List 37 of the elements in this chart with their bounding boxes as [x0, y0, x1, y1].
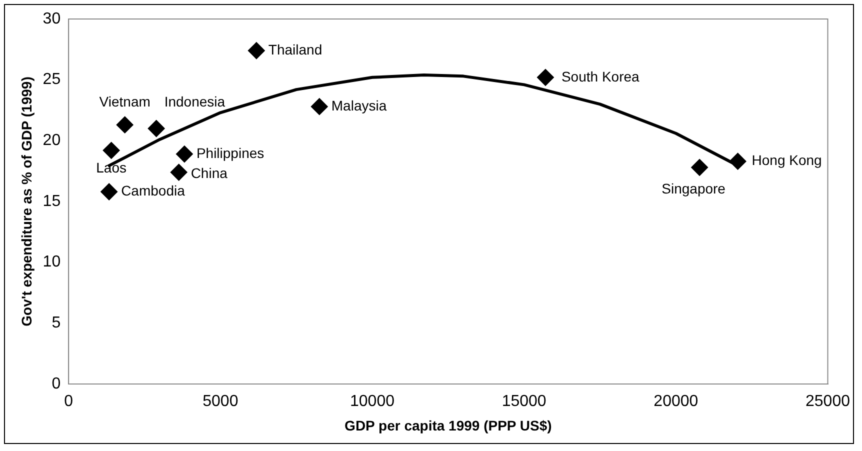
- point: [176, 146, 193, 163]
- x-tick-label: 0: [64, 393, 74, 410]
- annotation: Cambodia: [121, 182, 186, 199]
- annotation: Hong Kong: [752, 152, 822, 168]
- x-tick-label: 5000: [202, 393, 238, 410]
- y-tick-label: 25: [42, 71, 61, 88]
- point: [148, 120, 165, 137]
- point: [536, 68, 554, 86]
- annotation: Laos: [96, 159, 126, 176]
- x-tick-label: 15000: [502, 393, 546, 410]
- point: [310, 98, 328, 116]
- y-tick-label: 15: [42, 192, 61, 210]
- annotation: Vietnam: [99, 94, 150, 110]
- point: [170, 164, 188, 181]
- y-tick-label: 10: [42, 254, 61, 271]
- y-tick-label: 5: [52, 314, 61, 332]
- point: [691, 158, 708, 176]
- point: [116, 116, 134, 134]
- point: [102, 142, 120, 159]
- x-tick-label: 25000: [806, 393, 850, 410]
- x-tick-label: 20000: [654, 393, 698, 410]
- y-axis-title: Gov't expenditure as % of GDP (1999): [18, 76, 34, 326]
- y-tick-label: 20: [42, 132, 61, 150]
- annotation: Thailand: [268, 41, 322, 58]
- annotation: South Korea: [561, 68, 640, 84]
- point: [100, 183, 118, 200]
- annotation: Philippines: [196, 144, 264, 161]
- y-tick-label: 0: [52, 375, 61, 392]
- point: [248, 42, 265, 60]
- annotation: Indonesia: [164, 93, 226, 110]
- x-axis-title: GDP per capita 1999 (PPP US$): [344, 417, 552, 434]
- annotation: Singapore: [662, 180, 726, 196]
- y-tick-label: 30: [42, 10, 61, 28]
- x-tick-label: 10000: [350, 393, 395, 410]
- annotation: Malaysia: [331, 97, 387, 114]
- annotation: China: [190, 165, 228, 182]
- point: [729, 152, 746, 170]
